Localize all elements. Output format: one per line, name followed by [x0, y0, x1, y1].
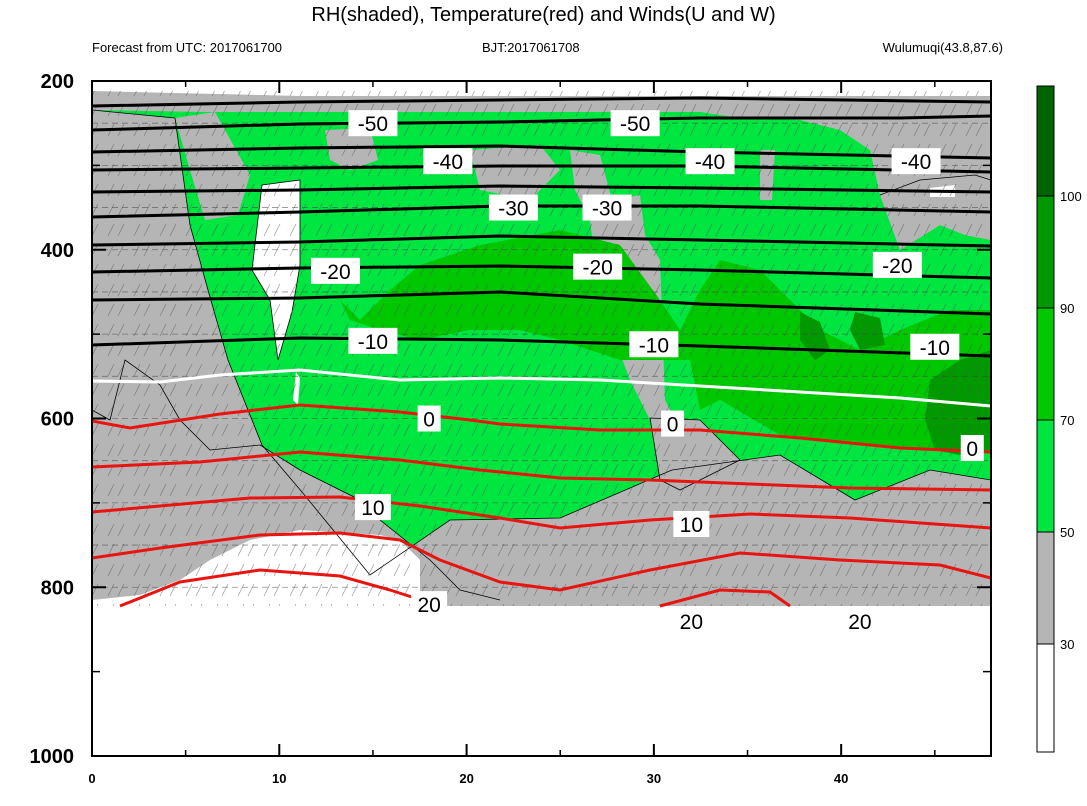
contour-label: 20: [411, 591, 448, 618]
colorbar: 100 90 70 50 30: [1036, 85, 1082, 753]
contour-label: 20: [673, 608, 710, 634]
isotherm-m30: [92, 184, 991, 194]
chart-title: RH(shaded), Temperature(red) and Winds(U…: [311, 4, 776, 26]
rh-region-white: [92, 606, 991, 756]
contour-label-text: -50: [620, 113, 650, 136]
forecast-time-label: Forecast from UTC: 2017061700: [92, 40, 283, 55]
contour-label-text: 0: [667, 414, 679, 437]
x-tick-label: 0: [88, 771, 95, 786]
temperature-contours: [92, 96, 991, 608]
isotherm-20: [119, 568, 441, 608]
contour-label: 10: [354, 494, 391, 521]
contour-label-text: 10: [361, 497, 384, 520]
contour-label: -50: [610, 110, 660, 137]
colorbar-label: 70: [1060, 413, 1074, 428]
isotherm-0: [92, 368, 991, 408]
x-tick-label: 40: [834, 771, 848, 786]
isotherm-m20: [92, 234, 991, 248]
contour-label-text: 20: [417, 594, 440, 617]
contour-label: 20: [841, 608, 878, 634]
contour-label: -20: [310, 257, 360, 284]
contour-label-text: -40: [901, 151, 931, 174]
y-tick-label: 200: [41, 71, 74, 93]
isotherm-30: [659, 588, 791, 608]
contour-label: -50: [348, 110, 398, 137]
colorbar-swatch: [1036, 531, 1055, 645]
isotherm-10: [92, 450, 991, 492]
bjt-time-label: BJT:2017061708: [482, 40, 580, 55]
contour-label: -20: [573, 253, 623, 280]
colorbar-swatch: [1036, 419, 1055, 533]
contour-label-text: 10: [680, 514, 703, 537]
contour-label: 0: [661, 410, 685, 437]
contour-label-text: -10: [358, 331, 388, 354]
y-tick-label: 400: [41, 240, 74, 262]
contour-label-text: -10: [639, 334, 669, 357]
wind-barbs: [92, 91, 991, 606]
station-label: Wulumuqi(43.8,87.6): [882, 40, 1003, 55]
contour-label-text: -30: [498, 198, 528, 221]
contour-label-text: 20: [680, 611, 703, 634]
contour-label: -10: [348, 327, 398, 354]
y-tick-label: 600: [41, 409, 74, 431]
isotherm-m50: [92, 96, 991, 108]
isotherm-m20: [92, 264, 991, 280]
isotherm-m50: [92, 114, 991, 132]
isotherm-m10: [92, 336, 991, 358]
contour-label-text: -50: [358, 113, 388, 136]
contour-label: -40: [891, 148, 941, 175]
x-tick-label: 20: [459, 771, 473, 786]
colorbar-label: 50: [1060, 525, 1074, 540]
isotherm-20: [92, 495, 991, 530]
contour-label-text: -20: [882, 255, 912, 278]
y-tick-label: 1000: [30, 746, 75, 768]
contour-label: -40: [685, 148, 735, 175]
contour-label: -10: [910, 333, 960, 360]
contour-label: 0: [417, 405, 441, 432]
colorbar-swatch: [1036, 85, 1055, 197]
isotherm-10: [92, 403, 991, 454]
rh-shading: -50 -50 -40 -40 -40 -30 -30 -20 -20 -20 -10 -10 -10 0…: [92, 81, 991, 756]
contour-label-text: -20: [320, 261, 350, 284]
contour-label-text: 20: [848, 611, 871, 634]
x-tick-label: 10: [272, 771, 286, 786]
contour-label-text: -40: [433, 151, 463, 174]
colorbar-swatch: [1036, 195, 1055, 309]
contour-label-text: -20: [583, 257, 613, 280]
contour-label-text: -40: [695, 151, 725, 174]
isotherm-m40: [92, 144, 991, 160]
y-tick-label: 800: [41, 577, 74, 599]
isotherm-20: [92, 531, 991, 592]
isotherm-m40: [92, 164, 991, 174]
contour-label: -40: [423, 148, 473, 175]
colorbar-swatch: [1036, 643, 1055, 753]
contour-label-text: 0: [423, 409, 435, 432]
contour-label-text: 0: [966, 438, 978, 461]
colorbar-label: 30: [1060, 637, 1074, 652]
colorbar-label: 90: [1060, 301, 1074, 316]
contour-label: -20: [872, 251, 922, 278]
contour-label: -30: [488, 194, 538, 221]
contour-label: 10: [673, 510, 710, 537]
contour-label: -10: [629, 331, 679, 358]
isotherm-m10: [92, 290, 991, 316]
x-tick-label: 30: [647, 771, 661, 786]
colorbar-label: 100: [1060, 189, 1082, 204]
contour-label: 0: [960, 435, 984, 462]
contour-label: -30: [582, 194, 632, 221]
colorbar-swatch: [1036, 307, 1055, 421]
contour-label-text: -30: [592, 198, 622, 221]
contour-label-text: -10: [920, 337, 950, 360]
